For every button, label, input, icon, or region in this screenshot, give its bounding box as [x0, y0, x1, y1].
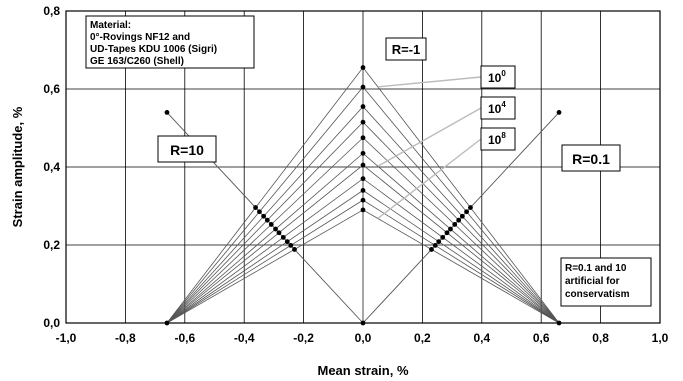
data-point	[432, 243, 438, 248]
r-minus1-label: R=-1	[385, 37, 427, 61]
y-tick-label: 0,2	[43, 238, 60, 252]
cycle-label-1e8: 108	[480, 127, 516, 151]
plot-frame	[65, 10, 661, 324]
note-box: R=0.1 and 10 artificial for conservatism	[560, 257, 652, 307]
y-tick-label: 0,4	[43, 160, 60, 174]
r01-text: R=0.1	[572, 151, 610, 167]
material-line: 0°-Rovings NF12 and	[90, 32, 190, 43]
x-tick-label: 0,8	[592, 331, 609, 345]
data-point	[360, 162, 366, 168]
cycle-base: 10	[488, 102, 502, 116]
cycle-leader-line	[377, 76, 482, 88]
x-tick-label: -0,6	[174, 331, 195, 345]
data-point	[164, 110, 170, 115]
data-point	[257, 209, 262, 215]
x-tick-label: 0,2	[414, 331, 431, 345]
data-point	[360, 188, 366, 193]
cycle-exponent: 8	[501, 131, 506, 140]
data-point	[429, 247, 434, 252]
data-point	[360, 104, 366, 109]
data-point	[360, 135, 366, 141]
material-line: UD-Tapes KDU 1006 (Sigri)	[90, 44, 217, 55]
cycle-base: 10	[488, 133, 502, 147]
cycle-exponent: 4	[501, 100, 506, 109]
note-line: conservatism	[565, 289, 630, 300]
data-point	[360, 176, 366, 182]
data-point	[273, 226, 278, 232]
note-line: artificial for	[565, 276, 620, 287]
data-point	[292, 247, 297, 252]
x-tick-label: -0,2	[293, 331, 314, 345]
y-tick-label: 0,6	[43, 82, 60, 96]
data-point	[360, 197, 366, 203]
r-minus1-text: R=-1	[392, 42, 421, 57]
cycle-base: 10	[488, 71, 502, 85]
x-tick-label: 1,0	[652, 331, 669, 345]
cycle-leader-line	[377, 107, 482, 167]
r01-label: R=0.1	[561, 144, 621, 172]
x-tick-label: 0,6	[533, 331, 550, 345]
note-line: R=0.1 and 10	[565, 263, 627, 274]
x-tick-label: 0,4	[473, 331, 490, 345]
cycle-label-1e4: 104	[480, 96, 516, 120]
data-point	[280, 234, 286, 240]
data-point	[360, 119, 366, 125]
data-point	[448, 226, 453, 232]
data-point	[268, 222, 274, 227]
y-tick-label: 0,0	[43, 316, 60, 330]
y-axis-label: Strain amplitude, %	[10, 106, 25, 227]
data-point	[456, 217, 462, 223]
data-point	[436, 239, 442, 245]
data-point	[276, 230, 282, 236]
material-line: GE 163/C260 (Shell)	[90, 56, 184, 67]
material-line: Material:	[90, 20, 131, 31]
data-point	[261, 213, 267, 219]
svg-text:108: 108	[488, 131, 506, 147]
data-point	[360, 65, 366, 70]
cycle-label-1e0: 100	[480, 65, 516, 89]
data-point	[360, 150, 366, 156]
data-point	[284, 239, 290, 245]
y-tick-labels: 0,0 0,2 0,4 0,6 0,8	[43, 4, 60, 330]
data-point	[253, 205, 258, 210]
svg-text:100: 100	[488, 69, 506, 85]
x-tick-label: -0,4	[234, 331, 255, 345]
data-points	[164, 65, 562, 326]
x-tick-labels: -1,0 -0,8 -0,6 -0,4 -0,2 0,0 0,2 0,4 0,6 0,8 1,0	[56, 331, 669, 345]
r10-label: R=10	[157, 135, 217, 163]
data-point	[444, 230, 450, 236]
data-point	[360, 84, 366, 90]
svg-text:104: 104	[488, 100, 506, 116]
r10-text: R=10	[170, 142, 204, 158]
cycle-exponent: 0	[501, 69, 506, 78]
x-tick-label: 0,0	[355, 331, 372, 345]
material-legend-box: Material: 0°-Rovings NF12 and UD-Tapes K…	[85, 15, 255, 69]
data-point	[452, 222, 458, 227]
data-point	[464, 209, 469, 215]
data-point	[556, 110, 562, 115]
data-point	[459, 213, 465, 219]
cycle-leader-line	[377, 138, 482, 220]
data-point	[440, 234, 446, 240]
data-point	[360, 207, 366, 213]
data-point	[468, 205, 473, 210]
data-point	[288, 243, 294, 248]
x-tick-label: -1,0	[56, 331, 77, 345]
data-point	[264, 217, 270, 223]
x-tick-label: -0,8	[115, 331, 136, 345]
x-axis-label: Mean strain, %	[317, 363, 408, 378]
leader-lines	[377, 76, 482, 220]
y-tick-label: 0,8	[43, 4, 60, 18]
